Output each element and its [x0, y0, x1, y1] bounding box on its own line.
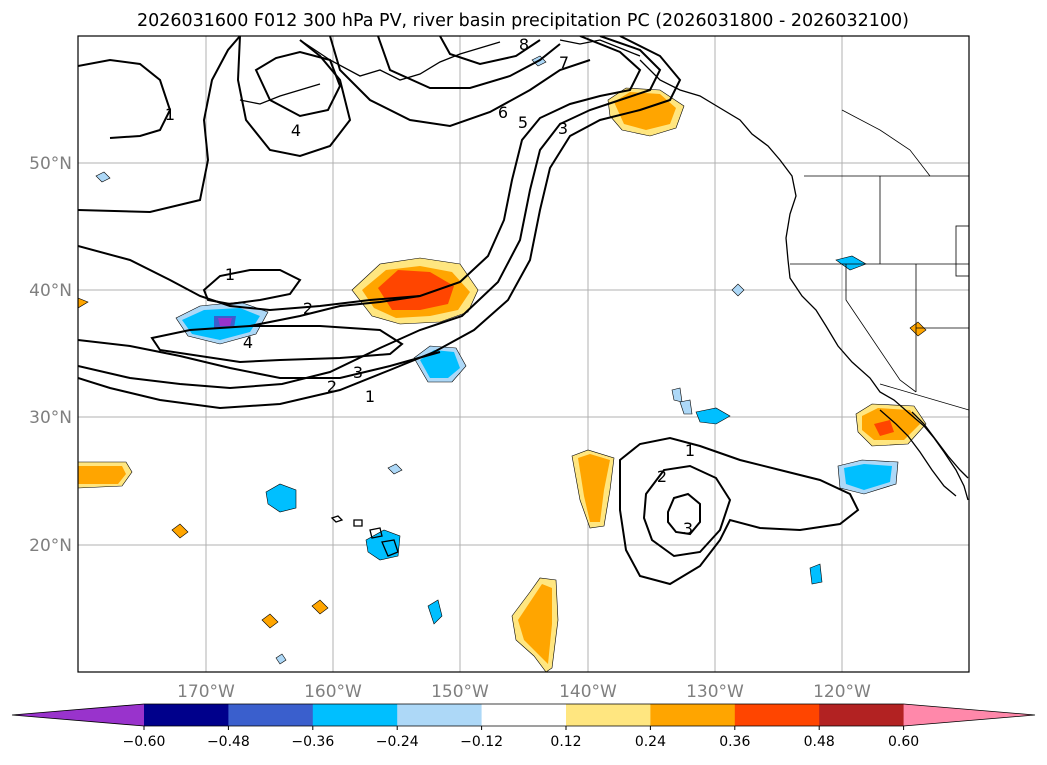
- pv-label: 1: [365, 387, 375, 406]
- pv-contours: [78, 36, 860, 586]
- latitude-labels: 50°N 40°N 30°N 20°N: [29, 154, 72, 556]
- lon-label: 140°W: [559, 682, 617, 702]
- pv-label: 2: [327, 377, 337, 396]
- precip-shading: [78, 55, 927, 672]
- figure-title: 2026031600 F012 300 hPa PV, river basin …: [137, 11, 909, 31]
- pv-label: 1: [685, 441, 695, 460]
- political-borders: [790, 109, 969, 411]
- lon-label: 170°W: [177, 682, 235, 702]
- pv-label: 6: [498, 103, 508, 122]
- pv-label: 3: [683, 519, 693, 538]
- pv-label: 4: [291, 121, 301, 140]
- graticule: [78, 36, 969, 672]
- lat-label: 50°N: [29, 154, 72, 174]
- lon-label: 160°W: [304, 682, 362, 702]
- colorbar-tick-label: 0.24: [635, 734, 666, 750]
- colorbar-tick-label: −0.12: [460, 734, 503, 750]
- longitude-labels: 170°W 160°W 150°W 140°W 130°W 120°W: [177, 682, 871, 702]
- colorbar-segment: [819, 704, 905, 726]
- colorbar: −0.60 −0.48 −0.36 −0.24 −0.12 0.12 0.24 0.36 0.4…: [11, 703, 1036, 750]
- lat-label: 20°N: [29, 536, 72, 556]
- colorbar-segment: [650, 704, 736, 726]
- pv-label: 4: [243, 333, 253, 352]
- colorbar-extend-max: [903, 704, 1035, 726]
- map-frame: [77, 35, 970, 673]
- colorbar-tick-label: 0.12: [550, 734, 581, 750]
- pv-label: 7: [559, 53, 569, 72]
- colorbar-tick-label: −0.24: [376, 734, 419, 750]
- pv-label: 2: [303, 299, 313, 318]
- lat-label: 30°N: [29, 408, 72, 428]
- pv-label: 8: [519, 35, 529, 54]
- pv-label: 3: [558, 119, 568, 138]
- colorbar-segment: [397, 704, 483, 726]
- lon-label: 120°W: [813, 682, 871, 702]
- colorbar-segment: [734, 704, 820, 726]
- lon-label: 130°W: [686, 682, 744, 702]
- map-area: 1 4 6 5 3 7 8 1 2 4 3 2 1 1 2 3: [78, 35, 969, 672]
- colorbar-tick-label: −0.60: [123, 734, 166, 750]
- lat-label: 40°N: [29, 281, 72, 301]
- colorbar-tick-label: 0.60: [888, 734, 919, 750]
- pv-label: 1: [165, 105, 175, 124]
- colorbar-segment: [481, 704, 567, 726]
- colorbar-tick-label: 0.36: [719, 734, 750, 750]
- colorbar-tick-label: −0.36: [291, 734, 334, 750]
- pv-label: 2: [657, 467, 667, 486]
- colorbar-segment: [566, 704, 651, 726]
- hawaiian-islands: [330, 515, 399, 557]
- colorbar-extend-min: [12, 704, 144, 726]
- lon-label: 150°W: [431, 682, 489, 702]
- colorbar-tick-label: 0.48: [804, 734, 835, 750]
- colorbar-segment: [144, 704, 229, 726]
- pv-contour-labels: 1 4 6 5 3 7 8 1 2 4 3 2 1 1 2 3: [165, 35, 695, 538]
- colorbar-segment: [228, 704, 314, 726]
- pv-label: 3: [353, 363, 363, 382]
- coastlines: [239, 39, 969, 501]
- pv-label: 1: [225, 265, 235, 284]
- pv-label: 5: [518, 113, 528, 132]
- colorbar-segment: [312, 704, 398, 726]
- colorbar-tick-label: −0.48: [207, 734, 250, 750]
